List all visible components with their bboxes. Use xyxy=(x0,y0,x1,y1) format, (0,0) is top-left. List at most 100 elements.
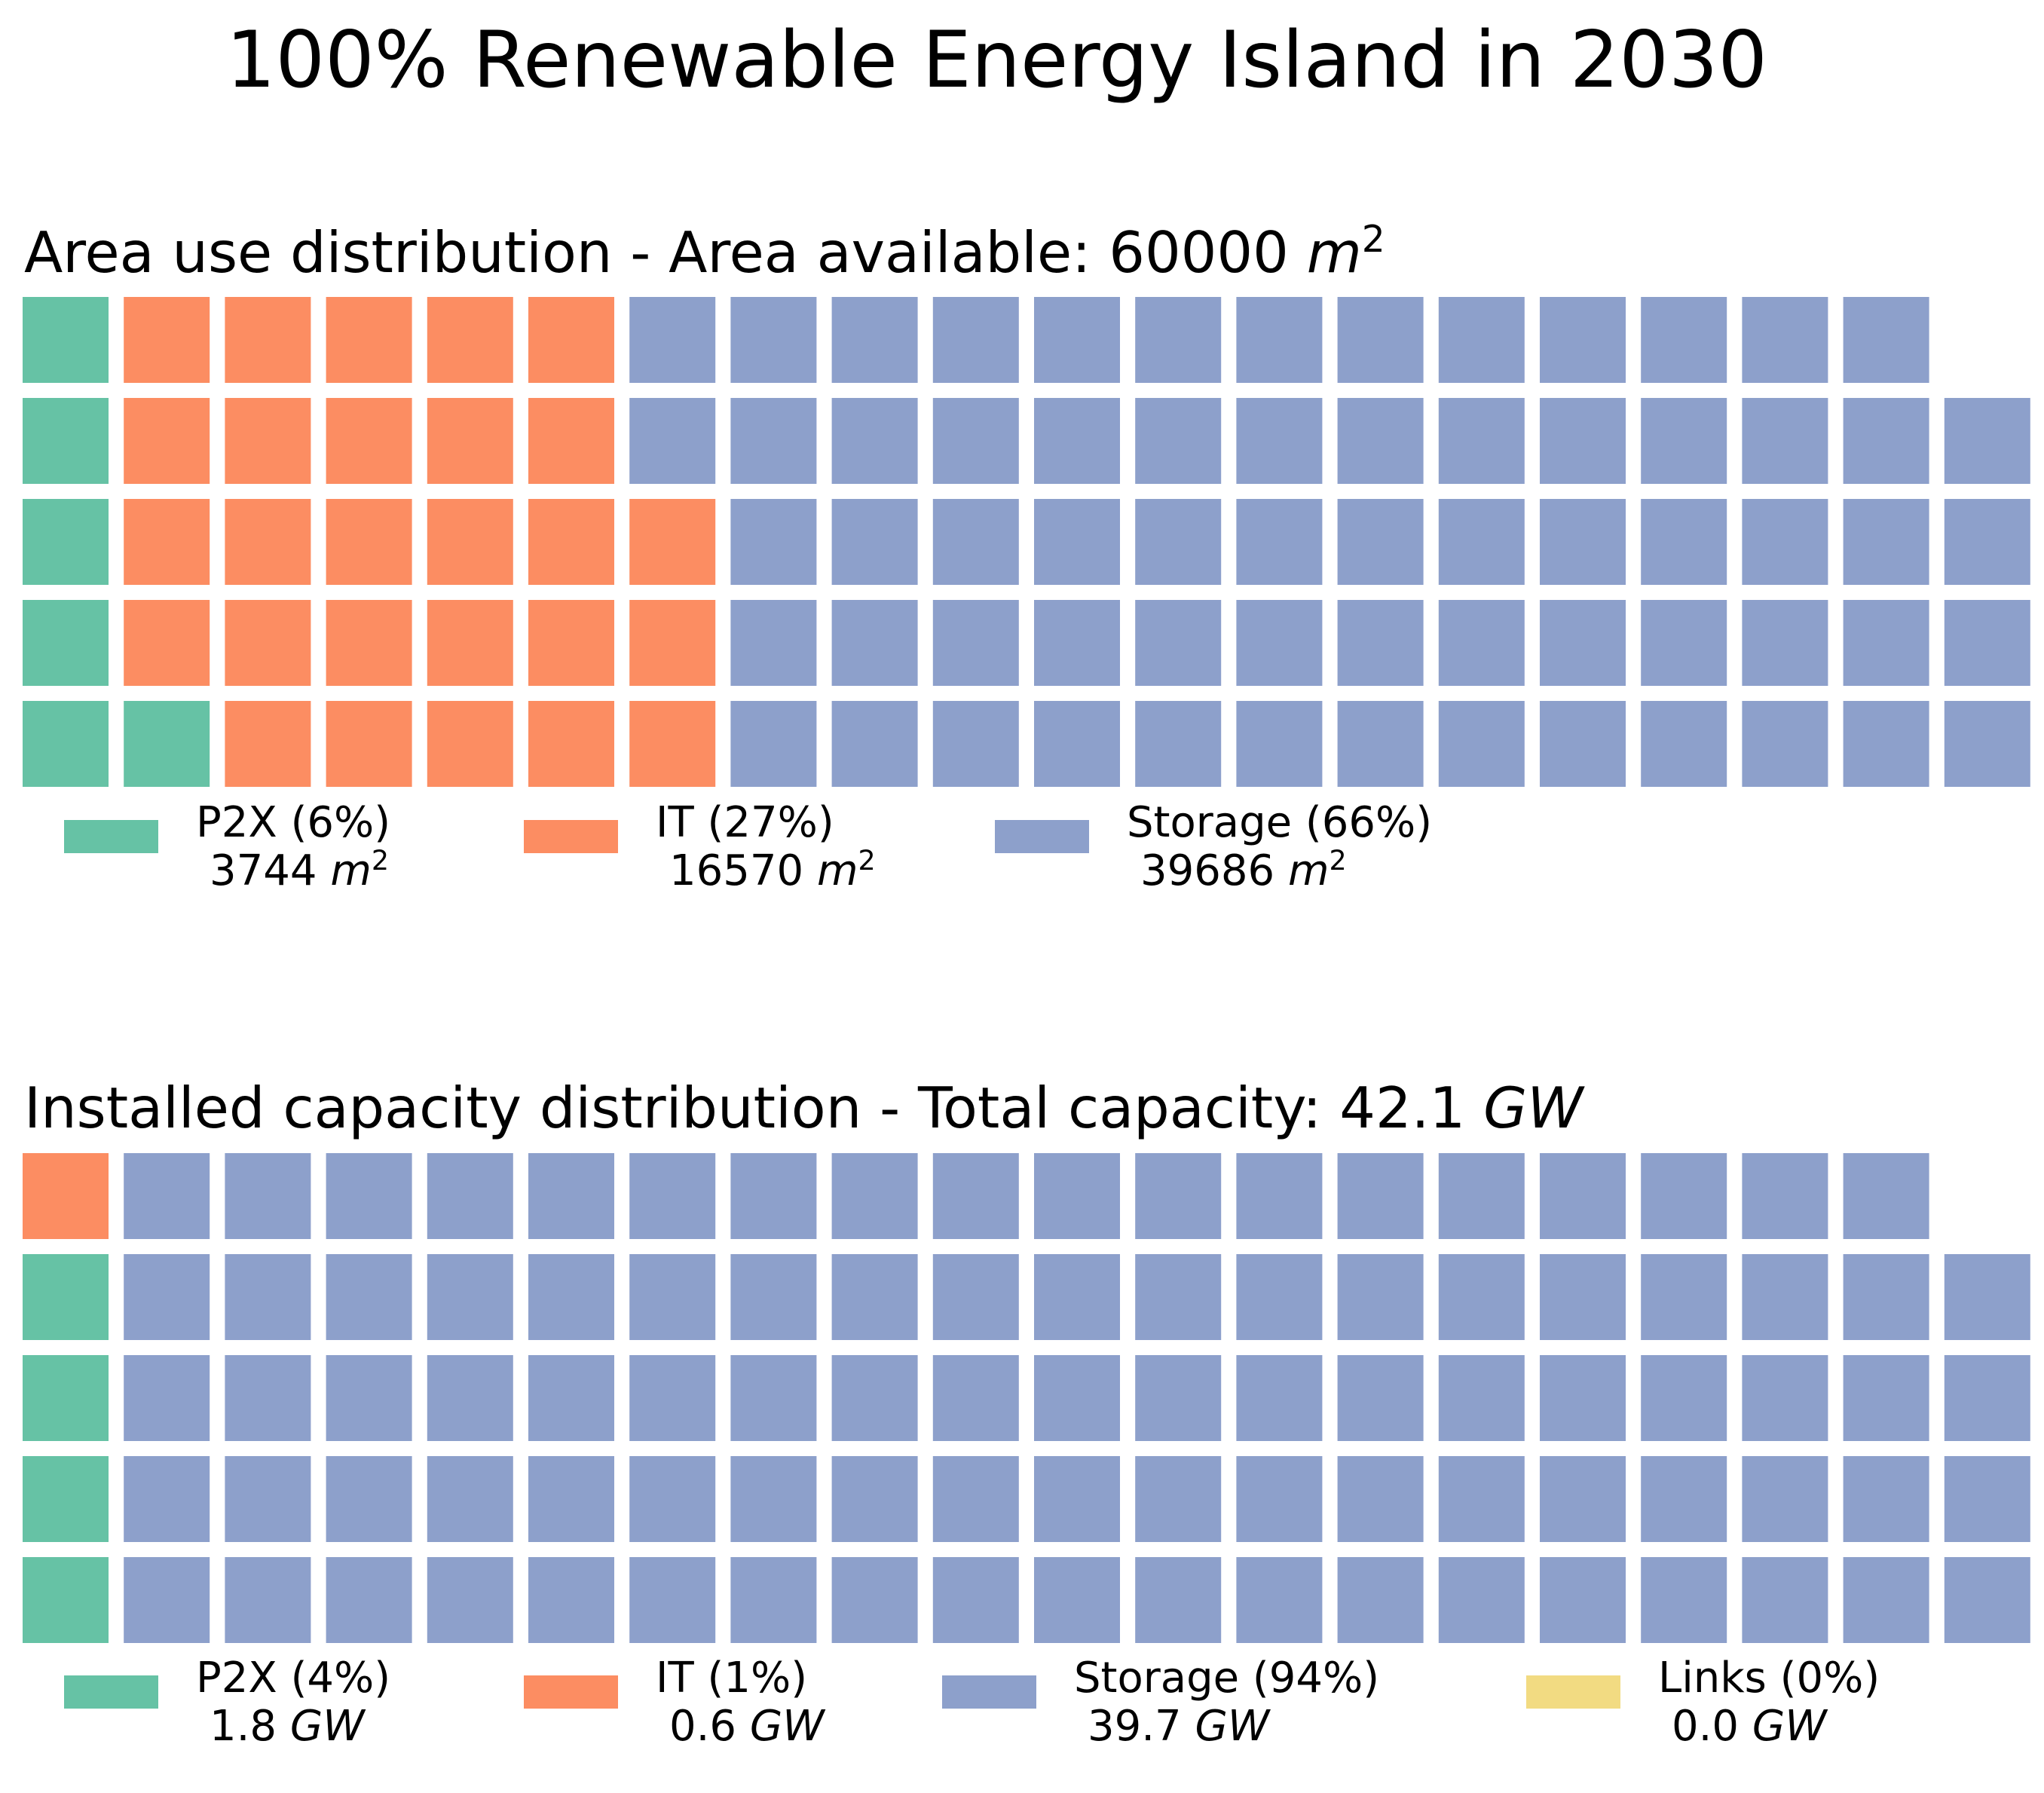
legend-swatch xyxy=(995,820,1089,853)
legend-value-label: 16570 m2 xyxy=(669,843,876,895)
waffle-block-storage xyxy=(1438,1557,1525,1643)
waffle-block-storage xyxy=(528,1254,614,1340)
waffle-block-storage xyxy=(1742,1456,1828,1542)
waffle-block-storage xyxy=(932,701,1019,787)
waffle-block-storage xyxy=(1641,1153,1727,1239)
waffle-block-storage xyxy=(1742,600,1828,686)
legend-series-label: Storage (94%) xyxy=(1074,1654,1380,1703)
waffle-block-storage xyxy=(1438,1456,1525,1542)
waffle-block-storage xyxy=(1540,398,1626,484)
waffle-block-storage xyxy=(932,1456,1019,1542)
waffle-block-storage xyxy=(1236,1254,1323,1340)
waffle-block-it xyxy=(326,297,412,383)
waffle-block-storage xyxy=(1742,701,1828,787)
waffle-block-storage xyxy=(427,1456,513,1542)
waffle-block-storage xyxy=(1337,1557,1424,1643)
waffle-block-storage xyxy=(326,1456,412,1542)
waffle-block-storage xyxy=(1641,1557,1727,1643)
waffle-block-storage xyxy=(1236,1557,1323,1643)
waffle-block-storage xyxy=(1944,1254,2030,1340)
waffle-block-storage xyxy=(1034,1557,1120,1643)
waffle-block-it xyxy=(326,499,412,585)
waffle-block-storage xyxy=(1438,499,1525,585)
waffle-block-p2x xyxy=(23,1557,109,1643)
legend-series-label: IT (1%) xyxy=(656,1654,808,1703)
legend-value-label: 3744 m2 xyxy=(210,843,390,895)
waffle-block-storage xyxy=(1135,1557,1222,1643)
waffle-block-storage xyxy=(427,1153,513,1239)
waffle-block-storage xyxy=(831,398,918,484)
waffle-block-storage xyxy=(629,1254,716,1340)
waffle-block-storage xyxy=(1540,1254,1626,1340)
legend-label: IT (1%) 0.6 GW xyxy=(656,1654,825,1751)
legend-series-label: IT (27%) xyxy=(656,798,834,847)
waffle-block-it xyxy=(629,499,716,585)
waffle-block-storage xyxy=(1742,1355,1828,1441)
waffle-block-storage xyxy=(1641,1355,1727,1441)
waffle-block-storage xyxy=(629,1557,716,1643)
waffle-block-storage xyxy=(427,1254,513,1340)
waffle-block-storage xyxy=(124,1153,210,1239)
waffle-block-storage xyxy=(1337,1153,1424,1239)
waffle-block-storage xyxy=(225,1153,311,1239)
capacity-chart-title: Installed capacity distribution - Total … xyxy=(24,1074,1583,1142)
legend-swatch xyxy=(524,1675,618,1709)
waffle-block-storage xyxy=(1540,600,1626,686)
waffle-block-storage xyxy=(1843,499,1929,585)
waffle-block-storage xyxy=(1135,1153,1222,1239)
waffle-block-storage xyxy=(1034,499,1120,585)
waffle-block-storage xyxy=(1540,1456,1626,1542)
waffle-block-storage xyxy=(730,297,817,383)
waffle-block-storage xyxy=(932,499,1019,585)
waffle-block-storage xyxy=(932,398,1019,484)
waffle-block-storage xyxy=(831,701,918,787)
waffle-block-it xyxy=(326,398,412,484)
waffle-block-p2x xyxy=(23,297,109,383)
waffle-block-storage xyxy=(1641,1456,1727,1542)
waffle-block-it xyxy=(427,701,513,787)
waffle-block-it xyxy=(124,398,210,484)
main-title: 100% Renewable Energy Island in 2030 xyxy=(226,15,1767,106)
waffle-block-it xyxy=(528,600,614,686)
legend-label: IT (27%) 16570 m2 xyxy=(656,799,876,895)
waffle-block-storage xyxy=(1843,1456,1929,1542)
waffle-block-it xyxy=(23,1153,109,1239)
legend-value-label: 0.6 GW xyxy=(669,1702,825,1751)
waffle-block-storage xyxy=(831,499,918,585)
waffle-block-storage xyxy=(326,1557,412,1643)
waffle-block-storage xyxy=(1034,297,1120,383)
waffle-block-it xyxy=(225,499,311,585)
waffle-block-it xyxy=(225,600,311,686)
waffle-block-it xyxy=(124,499,210,585)
waffle-block-storage xyxy=(932,1557,1019,1643)
waffle-block-it xyxy=(326,600,412,686)
legend-value-label: 0.0 GW xyxy=(1672,1702,1827,1751)
waffle-block-storage xyxy=(1135,1254,1222,1340)
waffle-block-storage xyxy=(730,1153,817,1239)
waffle-block-storage xyxy=(124,1355,210,1441)
waffle-block-storage xyxy=(1337,701,1424,787)
waffle-block-it xyxy=(225,297,311,383)
waffle-block-storage xyxy=(1843,600,1929,686)
waffle-block-storage xyxy=(1742,1557,1828,1643)
waffle-block-it xyxy=(528,701,614,787)
waffle-block-storage xyxy=(730,600,817,686)
waffle-block-storage xyxy=(1742,1153,1828,1239)
waffle-block-storage xyxy=(124,1456,210,1542)
waffle-block-it xyxy=(528,297,614,383)
waffle-block-storage xyxy=(932,1355,1019,1441)
waffle-block-storage xyxy=(1135,1355,1222,1441)
waffle-block-storage xyxy=(730,1557,817,1643)
waffle-block-storage xyxy=(1540,1557,1626,1643)
waffle-block-storage xyxy=(1438,1254,1525,1340)
waffle-block-storage xyxy=(1135,398,1222,484)
waffle-block-storage xyxy=(1843,1254,1929,1340)
waffle-block-it xyxy=(528,398,614,484)
area-chart-title-text: Area use distribution - Area available: … xyxy=(24,219,1289,286)
waffle-block-storage xyxy=(1337,600,1424,686)
legend-swatch xyxy=(1526,1675,1620,1709)
waffle-block-storage xyxy=(1742,297,1828,383)
waffle-block-it xyxy=(427,499,513,585)
waffle-block-it xyxy=(326,701,412,787)
